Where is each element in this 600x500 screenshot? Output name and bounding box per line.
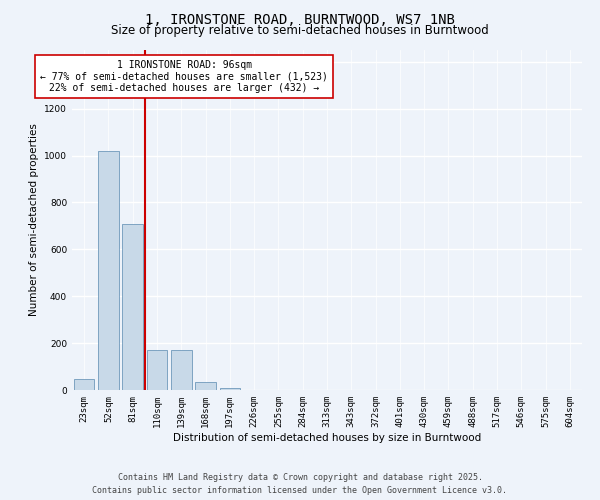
Bar bbox=[220, 388, 240, 390]
Bar bbox=[171, 350, 191, 390]
Bar bbox=[74, 380, 94, 390]
Text: 1, IRONSTONE ROAD, BURNTWOOD, WS7 1NB: 1, IRONSTONE ROAD, BURNTWOOD, WS7 1NB bbox=[145, 12, 455, 26]
Bar bbox=[195, 382, 216, 390]
Text: Size of property relative to semi-detached houses in Burntwood: Size of property relative to semi-detach… bbox=[111, 24, 489, 37]
Bar bbox=[98, 151, 119, 390]
Text: Contains HM Land Registry data © Crown copyright and database right 2025.
Contai: Contains HM Land Registry data © Crown c… bbox=[92, 474, 508, 495]
Bar bbox=[146, 350, 167, 390]
Bar bbox=[122, 224, 143, 390]
Text: 1 IRONSTONE ROAD: 96sqm
← 77% of semi-detached houses are smaller (1,523)
22% of: 1 IRONSTONE ROAD: 96sqm ← 77% of semi-de… bbox=[40, 60, 328, 94]
Y-axis label: Number of semi-detached properties: Number of semi-detached properties bbox=[29, 124, 38, 316]
X-axis label: Distribution of semi-detached houses by size in Burntwood: Distribution of semi-detached houses by … bbox=[173, 432, 481, 442]
